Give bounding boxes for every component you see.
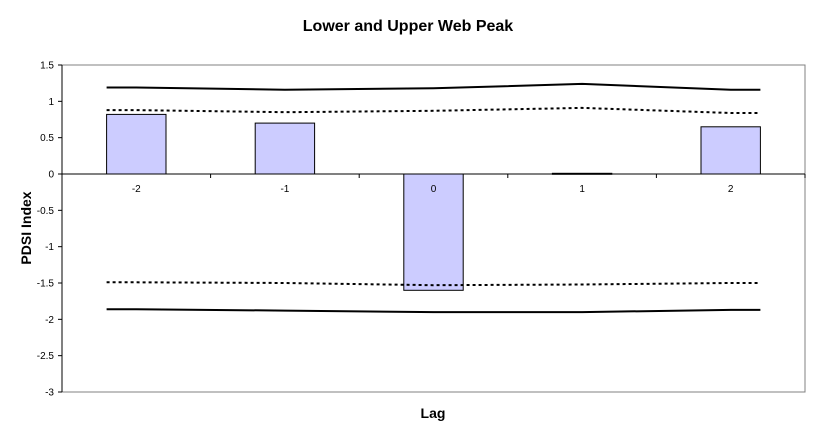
y-tick-label: -1	[45, 242, 54, 253]
bar-lag--2	[106, 113, 167, 175]
bar-lag-2	[700, 126, 761, 175]
solid-line-1	[106, 82, 761, 91]
x-tick-label: 1	[579, 184, 585, 195]
y-tick-label: 1	[48, 97, 54, 108]
y-tick-label: -2.5	[37, 351, 55, 362]
y-tick-label: 0	[48, 170, 54, 181]
y-axis-title: PDSI Index	[18, 191, 34, 264]
bars-layer	[106, 113, 761, 291]
y-tick-label: 0.5	[40, 133, 54, 144]
solid-line-4	[106, 308, 761, 314]
y-tick-label: -0.5	[37, 206, 55, 217]
chart-title: Lower and Upper Web Peak	[303, 18, 514, 35]
y-tick-label: 1.5	[40, 61, 54, 72]
lines-layer	[106, 82, 761, 314]
y-tick-label: -3	[45, 388, 54, 399]
x-tick-label: -1	[280, 184, 289, 195]
y-tick-label: -1.5	[37, 279, 55, 290]
bar-lag--1	[254, 122, 316, 175]
x-tick-label: -2	[132, 184, 141, 195]
x-tick-label: 2	[728, 184, 734, 195]
x-axis-title: Lag	[421, 405, 446, 421]
dotted-line-2	[106, 106, 761, 114]
dotted-line-3	[106, 281, 761, 287]
axis-layer: 1.5 1 0.5 0 -0.5 -1 -1.5 -2 -2.5 -3 -2 -1 0 1 2	[37, 61, 806, 399]
x-tick-label: 0	[431, 184, 437, 195]
y-tick-label: -2	[45, 315, 54, 326]
